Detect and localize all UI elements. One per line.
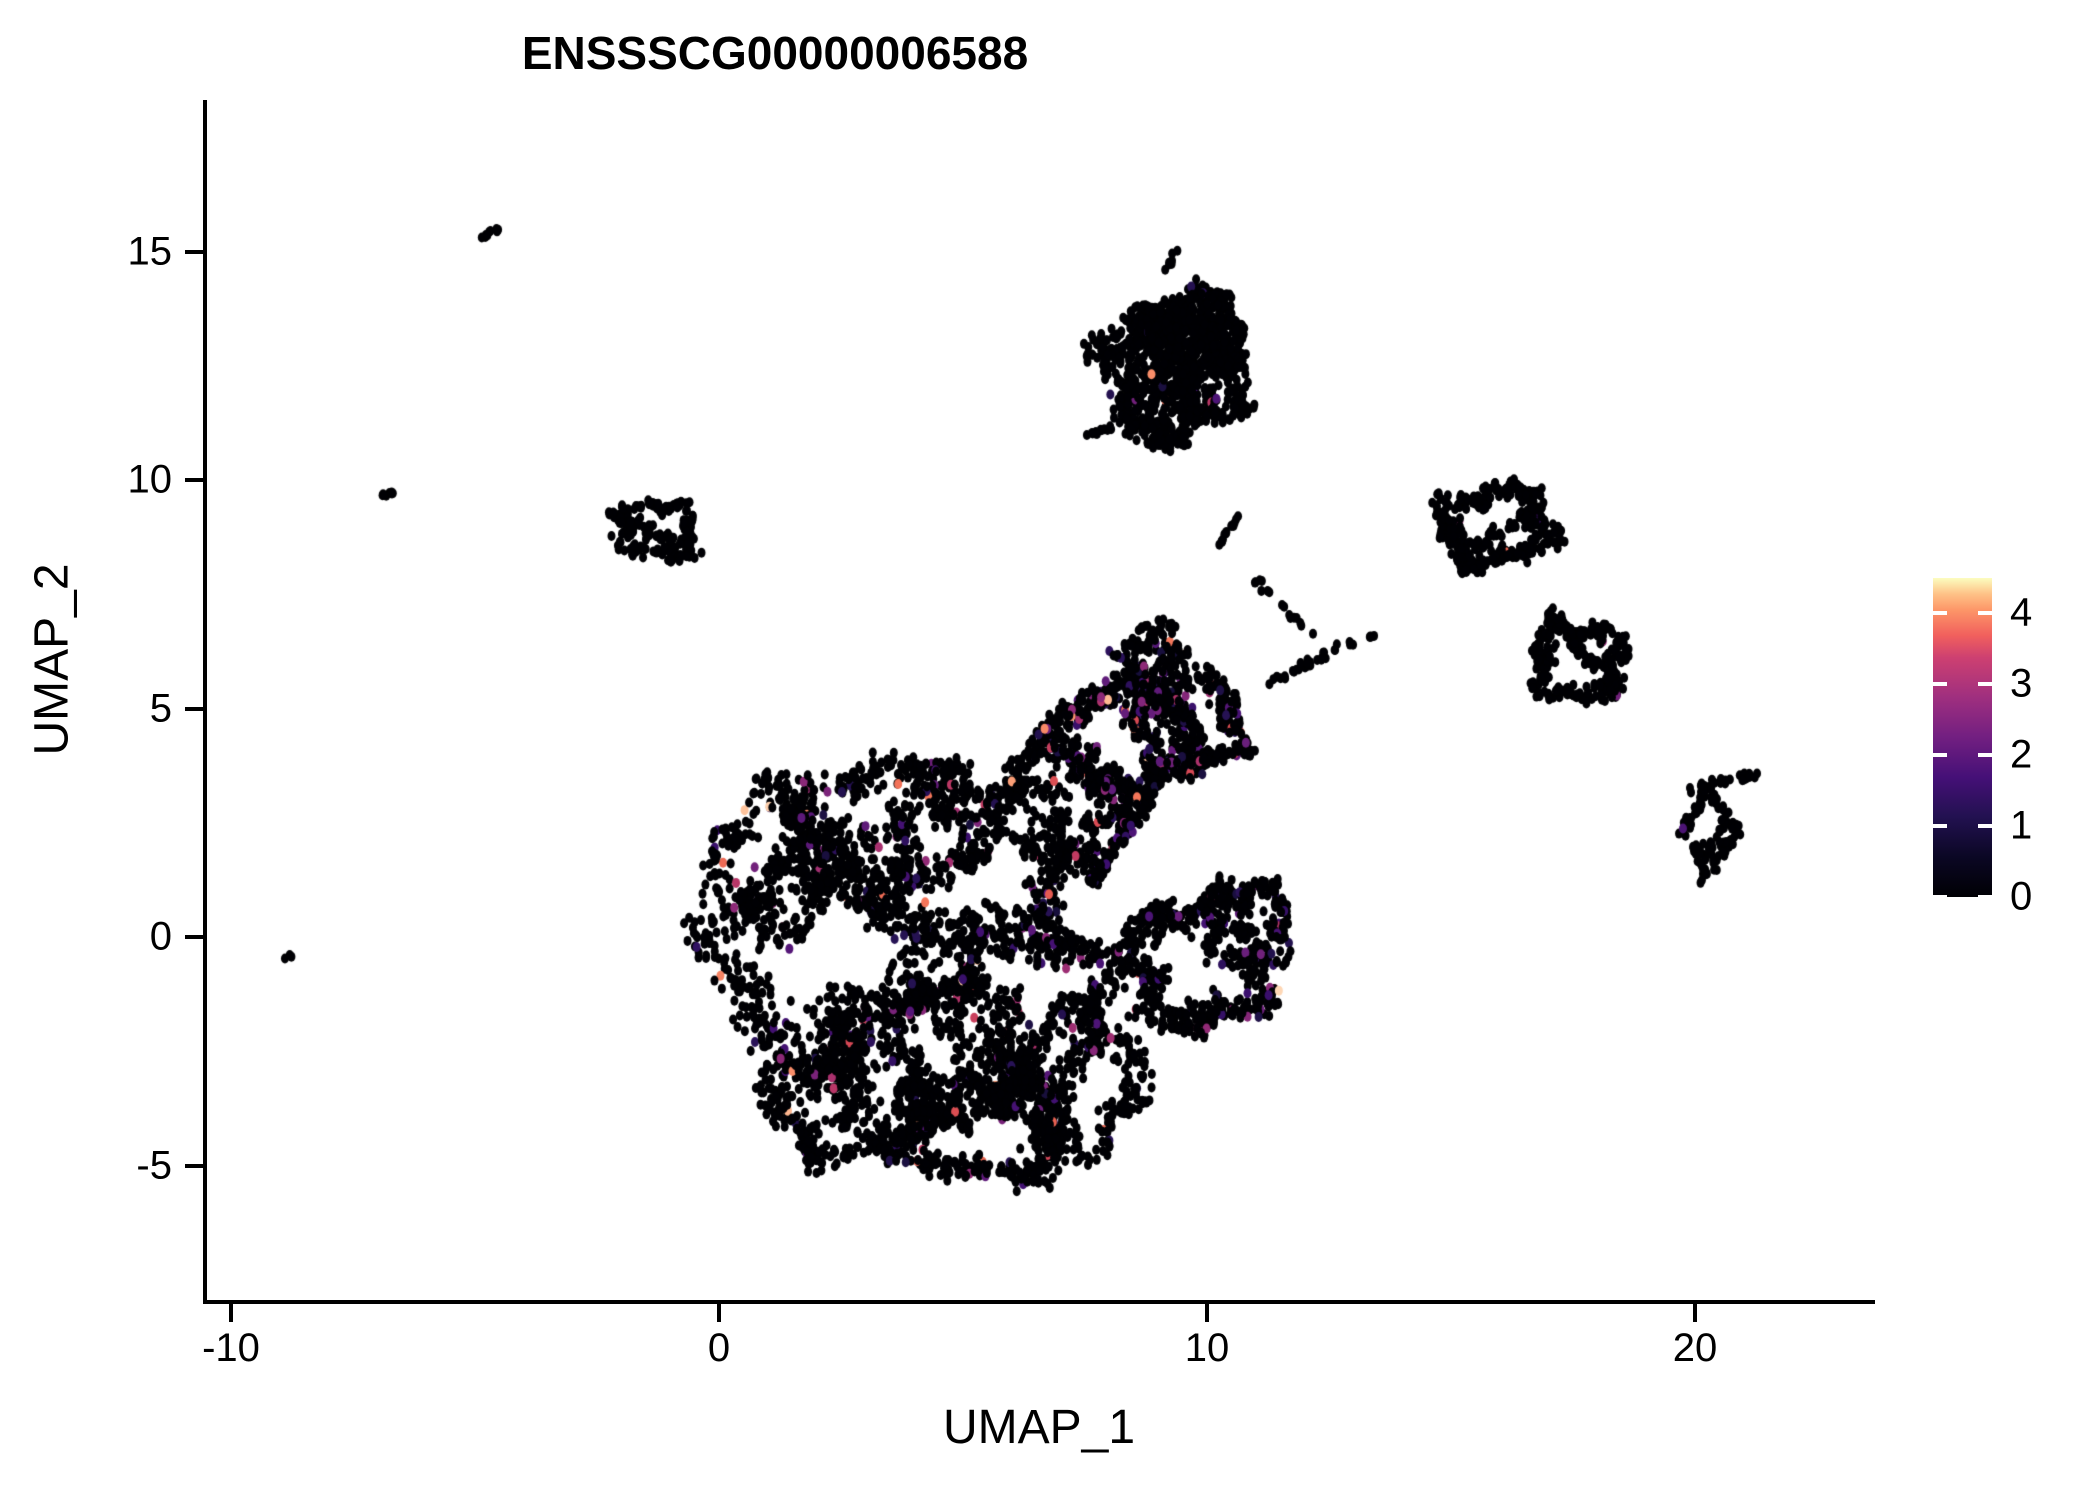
x-tick-label: 0 bbox=[707, 1326, 731, 1370]
x-tick-mark bbox=[1693, 1304, 1697, 1322]
legend-tick-mark bbox=[1933, 682, 1947, 687]
x-axis-line bbox=[203, 1300, 1875, 1304]
legend-tick-label: 1 bbox=[2010, 803, 2033, 848]
legend-tick-mark bbox=[1978, 753, 1992, 758]
legend-tick-mark bbox=[1978, 895, 1992, 899]
y-tick-mark bbox=[185, 935, 203, 939]
y-tick-label: 15 bbox=[127, 229, 173, 273]
x-tick-mark bbox=[717, 1304, 721, 1322]
y-tick-label: 5 bbox=[149, 686, 172, 730]
legend-tick-label: 4 bbox=[2010, 590, 2033, 635]
legend-tick-mark bbox=[1978, 682, 1992, 687]
legend-tick-label: 0 bbox=[2010, 874, 2033, 919]
y-tick-mark bbox=[185, 478, 203, 482]
legend-tick-mark bbox=[1978, 611, 1992, 616]
x-axis-label: UMAP_1 bbox=[942, 1401, 1136, 1454]
y-axis-line bbox=[203, 100, 207, 1304]
x-tick-label: 10 bbox=[1184, 1326, 1230, 1370]
y-tick-label: 0 bbox=[149, 914, 172, 959]
color-legend[interactable] bbox=[1933, 578, 1992, 897]
y-tick-label: 10 bbox=[127, 457, 173, 502]
x-tick-mark bbox=[229, 1304, 233, 1322]
x-tick-label: -10 bbox=[202, 1326, 260, 1370]
y-axis-label: UMAP_2 bbox=[25, 563, 79, 756]
plot-panel bbox=[205, 100, 1873, 1302]
y-tick-mark bbox=[185, 1163, 203, 1168]
legend-tick-label: 3 bbox=[2010, 661, 2033, 706]
x-tick-label: 20 bbox=[1672, 1326, 1718, 1370]
y-tick-label: -5 bbox=[136, 1143, 172, 1187]
legend-colorbar bbox=[1933, 578, 1992, 897]
legend-tick-label: 2 bbox=[2010, 732, 2033, 777]
y-tick-mark bbox=[185, 249, 203, 254]
legend-tick-mark bbox=[1933, 824, 1947, 829]
legend-tick-mark bbox=[1933, 753, 1947, 758]
x-tick-mark bbox=[1205, 1304, 1209, 1322]
y-tick-mark bbox=[185, 706, 203, 711]
legend-tick-mark bbox=[1933, 611, 1947, 616]
legend-tick-mark bbox=[1978, 824, 1992, 829]
legend-tick-mark bbox=[1933, 895, 1947, 899]
page-title: ENSSSCG00000006588 bbox=[521, 27, 1029, 79]
